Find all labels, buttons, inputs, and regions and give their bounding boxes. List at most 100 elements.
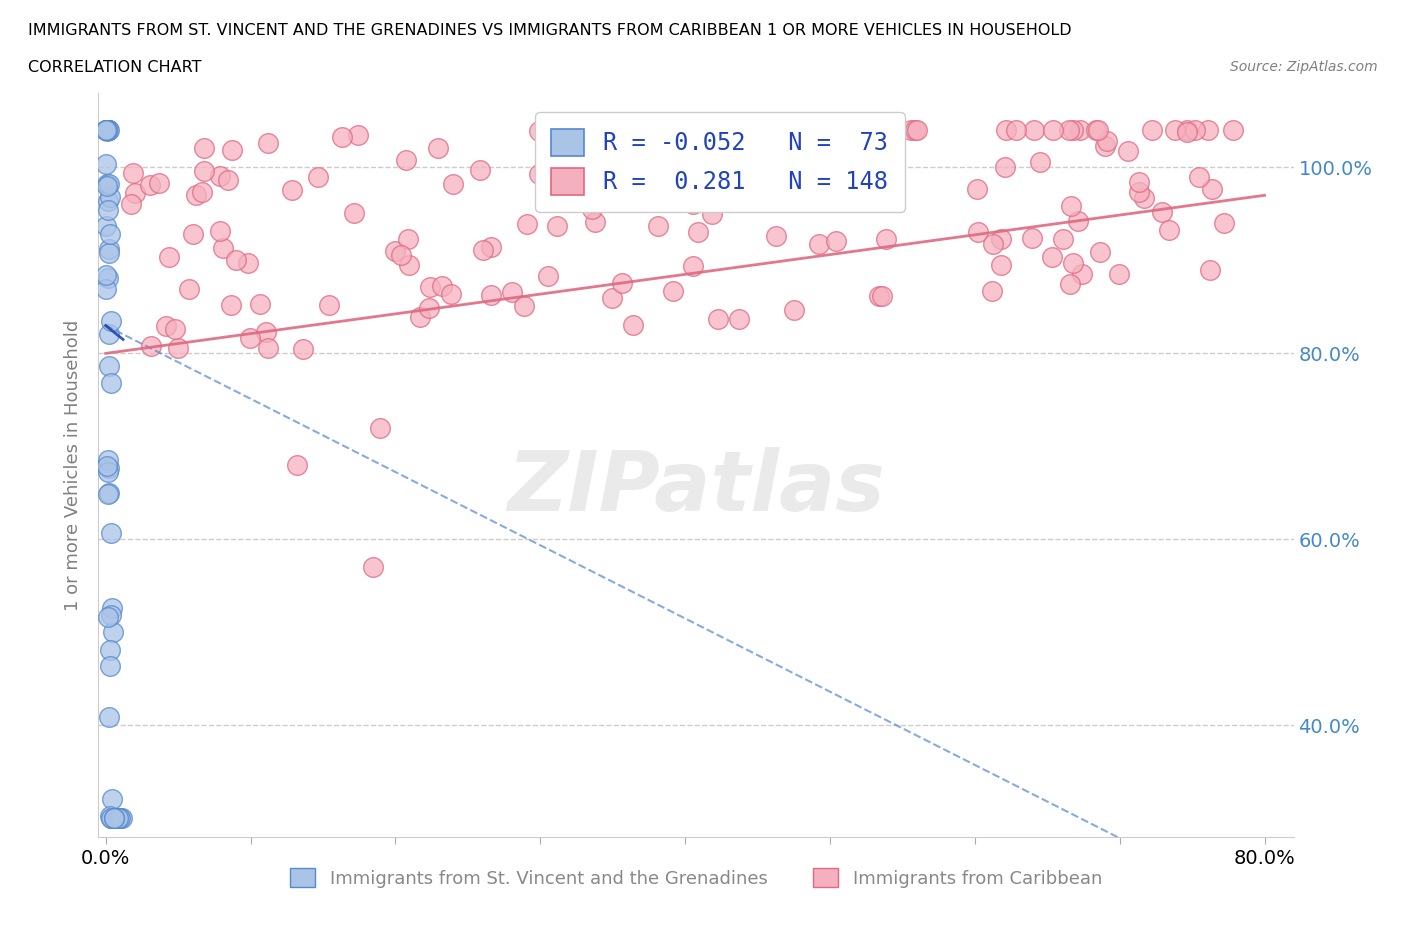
Point xyxy=(97,326,120,341)
Point xyxy=(97,123,120,138)
Point xyxy=(1042,123,1064,138)
Point xyxy=(100,643,122,658)
Point xyxy=(157,249,180,264)
Point xyxy=(576,126,599,140)
Point xyxy=(581,201,603,216)
Point xyxy=(807,237,830,252)
Point xyxy=(479,240,502,255)
Point xyxy=(967,224,990,239)
Point xyxy=(101,791,124,806)
Point xyxy=(98,177,121,192)
Point xyxy=(1024,123,1046,138)
Point xyxy=(990,232,1012,246)
Point xyxy=(110,811,132,826)
Point xyxy=(96,123,118,138)
Point xyxy=(96,123,118,138)
Point xyxy=(1212,216,1234,231)
Point xyxy=(225,253,247,268)
Point xyxy=(318,298,340,312)
Point xyxy=(94,123,117,138)
Point xyxy=(347,127,370,142)
Point xyxy=(330,129,353,144)
Point xyxy=(239,330,262,345)
Point xyxy=(98,189,121,204)
Point xyxy=(661,160,683,175)
Point xyxy=(97,123,120,138)
Point xyxy=(1198,263,1220,278)
Point xyxy=(1175,125,1198,140)
Point xyxy=(1197,123,1219,138)
Point xyxy=(868,288,890,303)
Point xyxy=(97,123,120,138)
Point xyxy=(96,123,118,138)
Point xyxy=(1140,123,1163,138)
Point xyxy=(167,341,190,356)
Point xyxy=(707,312,730,326)
Point xyxy=(97,123,120,138)
Point xyxy=(97,123,120,138)
Point xyxy=(647,219,669,233)
Text: Source: ZipAtlas.com: Source: ZipAtlas.com xyxy=(1230,60,1378,74)
Point xyxy=(96,179,118,193)
Point xyxy=(108,811,131,826)
Point xyxy=(648,128,671,143)
Point xyxy=(139,178,162,193)
Point xyxy=(96,123,118,138)
Point xyxy=(1128,175,1150,190)
Point xyxy=(307,169,329,184)
Point xyxy=(97,123,120,138)
Point xyxy=(1071,267,1094,282)
Point xyxy=(602,291,624,306)
Point xyxy=(120,196,142,211)
Point xyxy=(512,299,534,313)
Legend: Immigrants from St. Vincent and the Grenadines, Immigrants from Caribbean: Immigrants from St. Vincent and the Gren… xyxy=(283,861,1109,895)
Point xyxy=(124,186,146,201)
Point xyxy=(621,317,644,332)
Point xyxy=(97,464,120,479)
Point xyxy=(1184,123,1206,138)
Point xyxy=(1175,123,1198,138)
Point xyxy=(100,376,122,391)
Point xyxy=(419,280,441,295)
Point xyxy=(869,123,891,138)
Point xyxy=(97,610,120,625)
Point xyxy=(441,176,464,191)
Point xyxy=(96,123,118,138)
Point xyxy=(1021,231,1043,246)
Point xyxy=(966,181,988,196)
Point xyxy=(100,525,122,540)
Point xyxy=(105,811,128,826)
Point xyxy=(1059,277,1081,292)
Point xyxy=(249,297,271,312)
Point xyxy=(990,258,1012,272)
Point xyxy=(100,313,122,328)
Point xyxy=(208,168,231,183)
Point xyxy=(872,288,894,303)
Point xyxy=(1201,181,1223,196)
Point xyxy=(858,123,880,138)
Point xyxy=(682,196,704,211)
Point xyxy=(96,123,118,138)
Point xyxy=(783,303,806,318)
Point xyxy=(825,233,848,248)
Point xyxy=(1052,232,1074,246)
Point xyxy=(516,217,538,232)
Point xyxy=(97,460,120,475)
Point xyxy=(292,341,315,356)
Y-axis label: 1 or more Vehicles in Household: 1 or more Vehicles in Household xyxy=(65,319,83,611)
Point xyxy=(1059,123,1081,138)
Point xyxy=(823,126,845,141)
Point xyxy=(770,153,793,167)
Point xyxy=(569,187,592,202)
Point xyxy=(409,310,432,325)
Point xyxy=(546,219,568,234)
Point xyxy=(103,811,125,826)
Point xyxy=(98,485,121,500)
Point xyxy=(238,256,260,271)
Point xyxy=(995,123,1018,138)
Point xyxy=(848,125,870,140)
Point xyxy=(396,232,419,246)
Point xyxy=(97,123,120,138)
Point xyxy=(1088,245,1111,259)
Point xyxy=(1087,123,1109,138)
